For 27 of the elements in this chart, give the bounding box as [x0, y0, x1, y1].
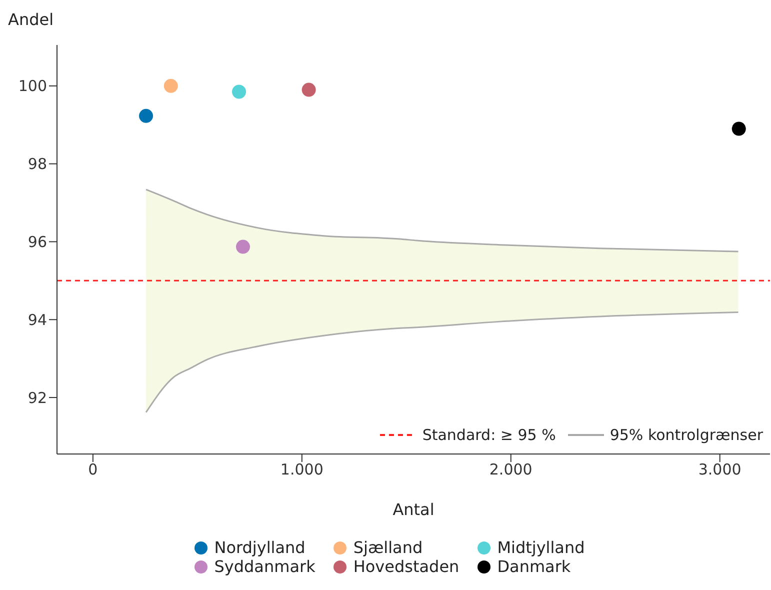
point: [139, 108, 154, 123]
y-axis-title: Andel: [8, 10, 54, 29]
y-tick-label: 94: [28, 310, 47, 329]
y-tick-label: 100: [18, 77, 47, 96]
x-tick-label: 3.000: [698, 460, 742, 479]
legend-label: Hovedstaden: [353, 557, 460, 576]
x-tick-label: 1.000: [280, 460, 324, 479]
line-series: [145, 188, 739, 252]
y-tick-label: 98: [28, 155, 47, 174]
point: [232, 84, 246, 99]
point: [236, 240, 250, 254]
x-tick-label: 2.000: [489, 460, 532, 479]
legend-label: Sjælland: [353, 538, 423, 557]
point: [164, 78, 178, 93]
point: [302, 82, 316, 97]
legend-label: 95% kontrolgrænser: [610, 426, 763, 444]
legend-label: Syddanmark: [214, 557, 316, 576]
x-axis-title: Antal: [392, 500, 434, 519]
legend-label: Standard: ≥ 95 %: [422, 426, 556, 444]
line-series: [145, 311, 739, 414]
legend-label: Midtjylland: [497, 538, 585, 557]
point: [732, 122, 746, 136]
legend-label: Danmark: [497, 557, 571, 576]
legend-label: Nordjylland: [214, 538, 306, 557]
x-tick-label: 0: [88, 460, 98, 479]
y-tick-label: 96: [28, 233, 47, 252]
y-tick-label: 92: [28, 388, 47, 407]
